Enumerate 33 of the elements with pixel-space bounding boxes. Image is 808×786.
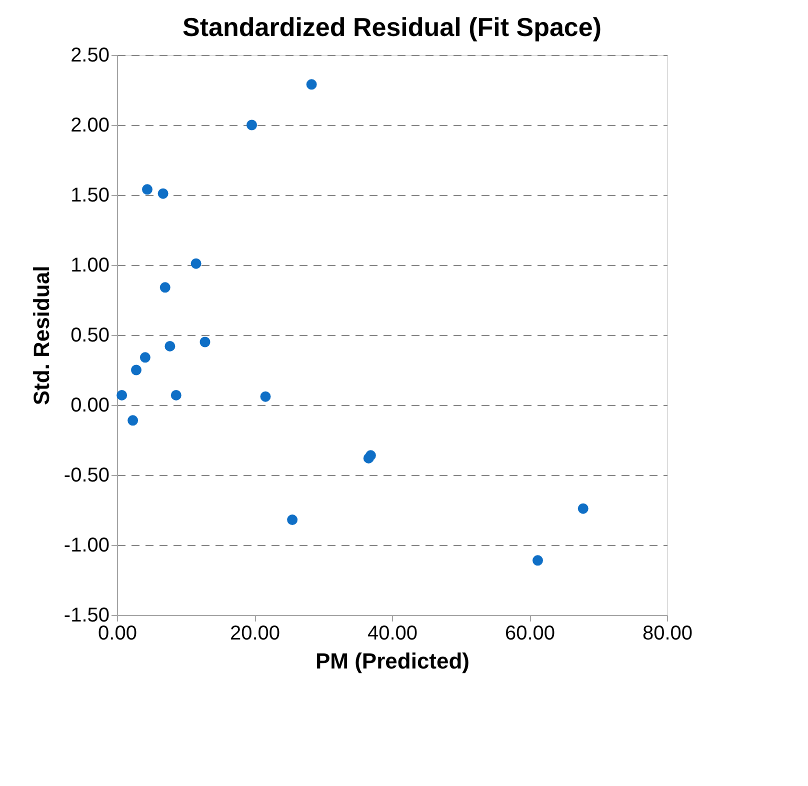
point — [131, 364, 142, 376]
x-tick-label: 40.00 — [367, 622, 418, 644]
y-tick-label: -0.50 — [64, 464, 110, 486]
chart-title: Standardized Residual (Fit Space) — [182, 12, 602, 42]
y-tick-label: 0.00 — [70, 394, 110, 416]
point — [246, 120, 257, 130]
point — [578, 503, 588, 514]
point — [190, 258, 202, 269]
point — [164, 340, 176, 352]
y-tick-label: 1.50 — [70, 184, 110, 206]
point — [116, 390, 128, 400]
point — [260, 391, 271, 402]
y-tick-label: 2.50 — [70, 44, 110, 66]
point — [140, 352, 150, 363]
point — [160, 282, 170, 293]
point — [287, 514, 298, 526]
point — [158, 188, 168, 199]
x-axis-title: PM (Predicted) — [315, 648, 470, 674]
y-tick-label: -1.00 — [64, 534, 110, 556]
x-tick-label: 80.00 — [642, 622, 693, 644]
x-tick-label: 20.00 — [230, 622, 280, 644]
y-axis-title: Std. Residual — [28, 266, 54, 406]
point — [170, 390, 182, 400]
point — [142, 184, 152, 195]
point — [200, 336, 210, 348]
point — [365, 450, 376, 461]
y-tick-label: 0.50 — [70, 324, 110, 346]
point — [532, 555, 543, 566]
x-tick-label: 60.00 — [504, 622, 556, 644]
point — [128, 415, 138, 426]
y-tick-label: 1.00 — [70, 254, 110, 276]
y-tick-label: 2.00 — [70, 114, 110, 136]
point — [306, 79, 317, 90]
